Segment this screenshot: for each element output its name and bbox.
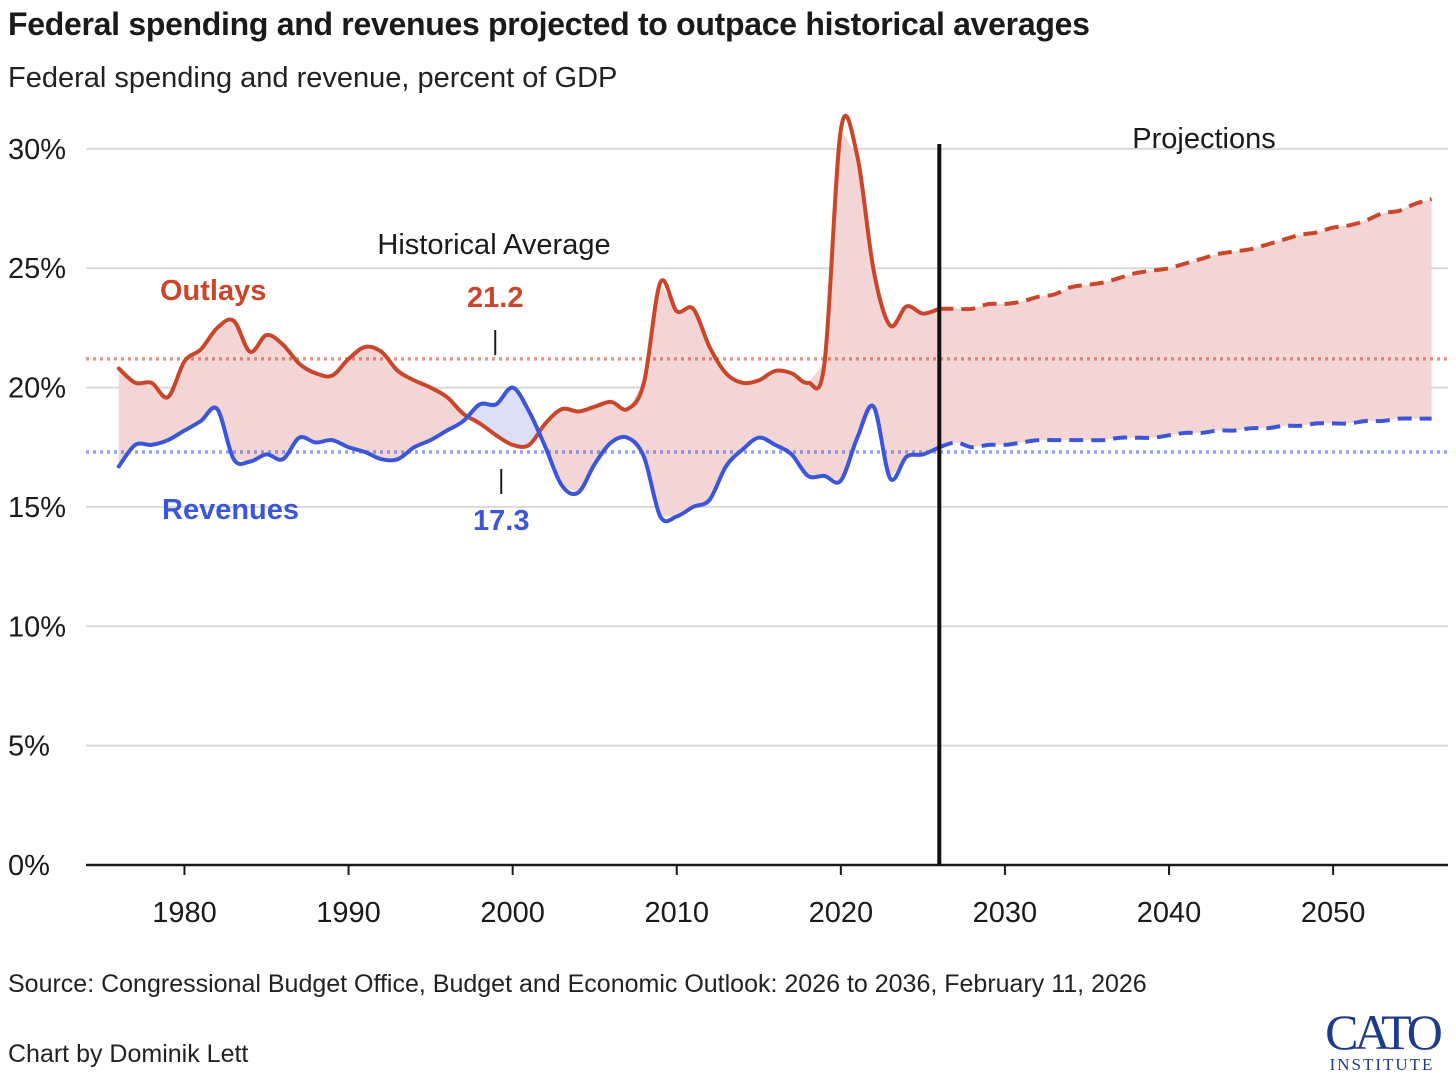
outlays-average-value: 21.2 xyxy=(467,282,523,314)
logo-wordmark: CATO xyxy=(1325,1004,1443,1060)
y-tick-label: 25% xyxy=(8,253,66,285)
y-tick-label: 20% xyxy=(8,373,66,405)
surplus-area xyxy=(467,387,539,445)
outlays-historical-line xyxy=(116,113,942,449)
x-tick-label: 2010 xyxy=(644,897,709,929)
revenues-series-label: Revenues xyxy=(162,494,299,526)
x-tick-label: 2040 xyxy=(1137,897,1202,929)
outlays-projected-line xyxy=(939,197,1433,312)
x-tick-label: 2050 xyxy=(1301,897,1366,929)
chart-subtitle: Federal spending and revenue, percent of… xyxy=(8,62,618,94)
y-tick-label: 10% xyxy=(8,611,66,643)
x-tick-label: 2020 xyxy=(809,897,874,929)
historical-average-label: Historical Average xyxy=(377,229,610,261)
x-tick-label: 1990 xyxy=(316,897,381,929)
cato-logo: CATO INSTITUTE xyxy=(1312,1004,1452,1074)
x-tick-label: 2000 xyxy=(480,897,545,929)
x-tick-label: 2030 xyxy=(973,897,1038,929)
x-tick-label: 1980 xyxy=(152,897,217,929)
chart-title: Federal spending and revenues projected … xyxy=(8,6,1090,42)
y-tick-label: 30% xyxy=(8,134,66,166)
projection-label: Projections xyxy=(1132,123,1275,155)
revenues-projected-line xyxy=(938,416,1432,450)
y-tick-label: 5% xyxy=(8,731,50,763)
y-tick-label: 15% xyxy=(8,492,66,524)
line-chart: 0% 5% 10% 15% 20% 25% 30% 1980 1990 2000 2010 2020 2… xyxy=(8,113,1448,929)
deficit-area xyxy=(538,129,1432,517)
deficit-area xyxy=(118,320,468,467)
chart-credit: Chart by Dominik Lett xyxy=(8,1040,249,1068)
outlays-series-label: Outlays xyxy=(160,275,266,307)
source-note: Source: Congressional Budget Office, Bud… xyxy=(8,970,1147,998)
revenues-average-value: 17.3 xyxy=(473,505,529,537)
y-tick-label: 0% xyxy=(8,850,50,882)
revenues-historical-line xyxy=(116,385,942,524)
logo-subtitle: INSTITUTE xyxy=(1329,1055,1435,1074)
